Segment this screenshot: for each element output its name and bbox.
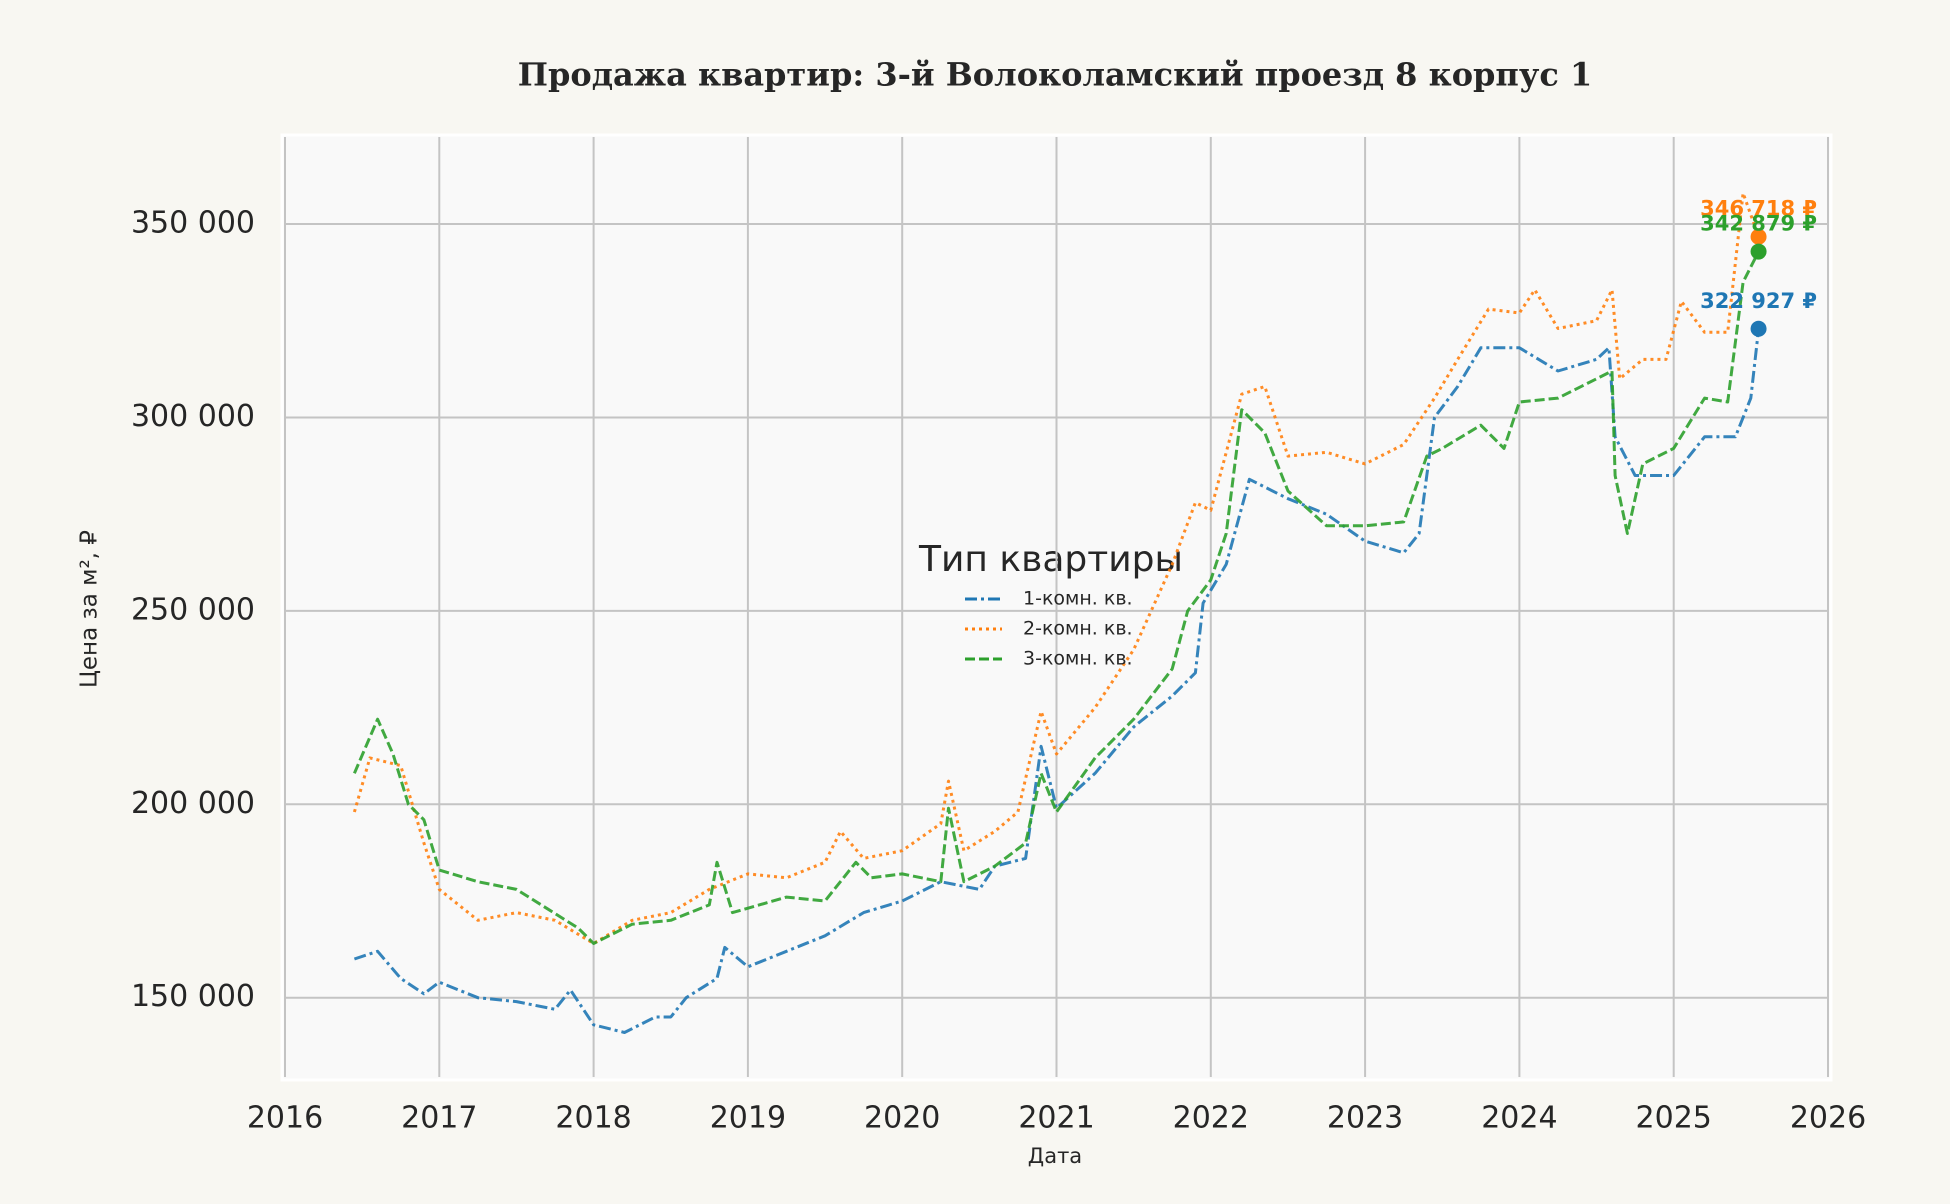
x-tick-label: 2022 bbox=[1173, 1101, 1249, 1136]
x-tick-label: 2024 bbox=[1481, 1101, 1557, 1136]
x-tick-label: 2016 bbox=[247, 1101, 323, 1136]
x-tick-label: 2026 bbox=[1790, 1101, 1866, 1136]
end-marker bbox=[1750, 243, 1767, 260]
x-tick-label: 2025 bbox=[1636, 1101, 1712, 1136]
grid bbox=[284, 137, 1829, 1077]
legend-label: 2-комн. кв. bbox=[1023, 618, 1133, 640]
x-tick-label: 2020 bbox=[864, 1101, 940, 1136]
x-axis-label: Дата bbox=[1028, 1144, 1082, 1168]
y-tick-label: 200 000 bbox=[131, 786, 255, 821]
end-marker bbox=[1750, 320, 1767, 337]
legend-title: Тип квартиры bbox=[918, 539, 1183, 580]
y-tick-label: 300 000 bbox=[131, 399, 255, 434]
y-tick-label: 250 000 bbox=[131, 592, 255, 627]
legend-label: 1-комн. кв. bbox=[1023, 588, 1133, 610]
x-tick-label: 2021 bbox=[1018, 1101, 1094, 1136]
end-label: 322 927 ₽ bbox=[1700, 289, 1817, 313]
end-label: 346 718 ₽ bbox=[1700, 197, 1817, 221]
series-line bbox=[353, 250, 1760, 945]
y-tick-label: 150 000 bbox=[131, 979, 255, 1014]
y-tick-label: 350 000 bbox=[131, 206, 255, 241]
x-tick-label: 2023 bbox=[1327, 1101, 1403, 1136]
series-line bbox=[353, 328, 1761, 1034]
legend-label: 3-комн. кв. bbox=[1023, 648, 1133, 670]
y-axis-label: Цена за м², ₽ bbox=[77, 530, 103, 688]
end-marker bbox=[1750, 228, 1767, 245]
x-tick-label: 2018 bbox=[555, 1101, 631, 1136]
chart-title: Продажа квартир: 3-й Волоколамский проез… bbox=[518, 56, 1592, 94]
x-tick-label: 2019 bbox=[710, 1101, 786, 1136]
end-label: 342 879 ₽ bbox=[1700, 212, 1817, 236]
series-line bbox=[352, 191, 1761, 945]
x-tick-label: 2017 bbox=[401, 1101, 477, 1136]
